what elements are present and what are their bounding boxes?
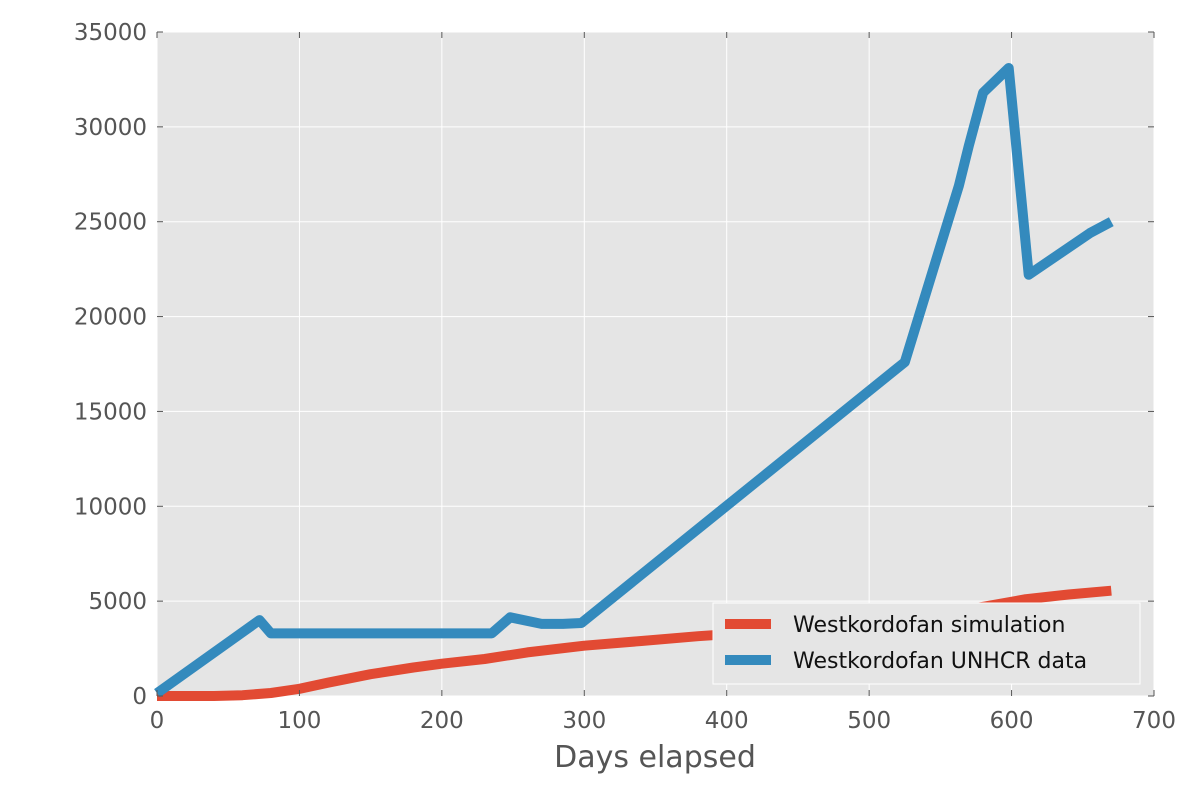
- x-tick-label: 500: [847, 708, 891, 734]
- plot-background: [157, 32, 1154, 696]
- x-tick-label: 400: [705, 708, 749, 734]
- axis-ticks: [156, 31, 1155, 697]
- x-tick-label: 300: [562, 708, 606, 734]
- legend: Westkordofan simulation Westkordofan UNHC…: [712, 602, 1141, 685]
- x-tick-label: 700: [1132, 708, 1176, 734]
- y-tick-label: 0: [132, 684, 147, 710]
- legend-box: [712, 602, 1141, 685]
- x-axis-title: Days elapsed: [554, 740, 756, 775]
- series-line-2: [154, 63, 1114, 698]
- legend-label-2: Westkordofan UNHCR data: [793, 649, 1087, 674]
- y-tick-label: 10000: [74, 494, 147, 520]
- y-tick-label: 35000: [74, 20, 147, 46]
- y-tick-labels: 0 5000 10000 15000 20000 25000 30000 35000: [74, 20, 147, 710]
- x-tick-label: 100: [277, 708, 321, 734]
- grid-lines: [156, 31, 1155, 697]
- x-tick-label: 0: [150, 708, 165, 734]
- y-tick-label: 25000: [74, 210, 147, 236]
- legend-label-1: Westkordofan simulation: [793, 613, 1065, 638]
- x-tick-label: 600: [990, 708, 1034, 734]
- x-tick-label: 200: [420, 708, 464, 734]
- y-tick-label: 15000: [74, 399, 147, 425]
- y-tick-label: 5000: [88, 589, 147, 615]
- y-tick-label: 20000: [74, 305, 147, 331]
- y-tick-label: 30000: [74, 115, 147, 141]
- x-tick-labels: 0 100 200 300 400 500 600 700: [150, 708, 1176, 734]
